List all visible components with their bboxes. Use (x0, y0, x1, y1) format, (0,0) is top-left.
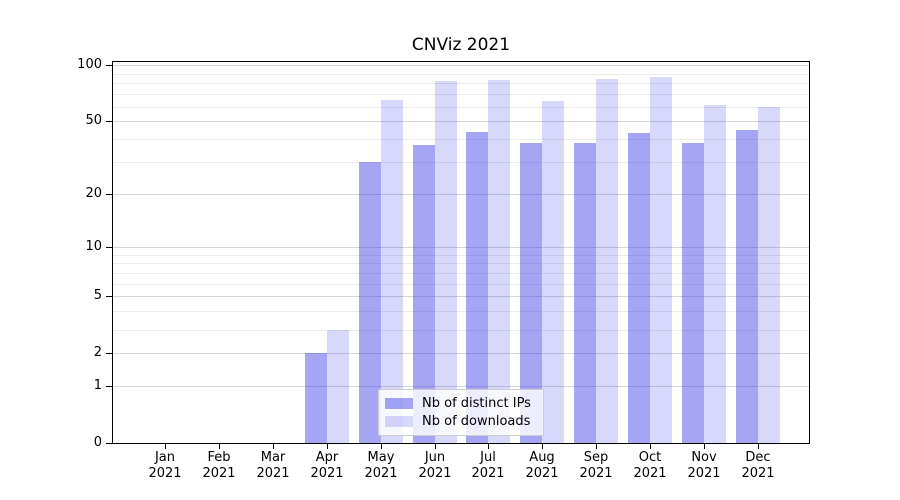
legend: Nb of distinct IPs Nb of downloads (378, 389, 544, 436)
gridline-major-5 (113, 296, 809, 297)
x-tick-feb-2021 (219, 444, 220, 449)
gridline-minor-40 (113, 139, 809, 140)
y-tick-label-1: 1 (93, 378, 102, 393)
x-tick-label-aug-2021: Aug 2021 (525, 450, 559, 481)
x-tick-label-jun-2021: Jun 2021 (418, 450, 452, 481)
x-tick-dec-2021 (758, 444, 759, 449)
y-tick-label-0: 0 (93, 435, 102, 450)
x-tick-jul-2021 (488, 444, 489, 449)
y-tick-5 (106, 296, 112, 297)
gridline-major-100 (113, 65, 809, 66)
gridline-major-1 (113, 386, 809, 387)
gridline-minor-70 (113, 94, 809, 95)
x-tick-oct-2021 (650, 444, 651, 449)
legend-item-distinct-ips: Nb of distinct IPs (385, 396, 537, 411)
bar-nb-of-downloads-nov-2021 (704, 105, 726, 443)
gridline-minor-30 (113, 162, 809, 163)
y-tick-50 (106, 121, 112, 122)
y-tick-0 (106, 443, 112, 444)
y-tick-label-5: 5 (93, 288, 102, 303)
y-tick-label-50: 50 (85, 113, 102, 128)
x-tick-label-feb-2021: Feb 2021 (202, 450, 236, 481)
x-tick-jun-2021 (435, 444, 436, 449)
bar-nb-of-downloads-dec-2021 (758, 107, 780, 443)
x-tick-label-jul-2021: Jul 2021 (471, 450, 505, 481)
y-tick-label-100: 100 (77, 57, 102, 72)
bar-nb-of-distinct-ips-aug-2021 (520, 143, 542, 443)
bar-nb-of-downloads-aug-2021 (542, 101, 564, 443)
y-tick-1 (106, 386, 112, 387)
bar-nb-of-downloads-may-2021 (381, 100, 403, 443)
gridline-minor-7 (113, 273, 809, 274)
y-tick-label-20: 20 (85, 186, 102, 201)
legend-label-downloads: Nb of downloads (422, 414, 531, 429)
bar-nb-of-distinct-ips-dec-2021 (736, 130, 758, 443)
bar-nb-of-distinct-ips-oct-2021 (628, 133, 650, 443)
bar-nb-of-distinct-ips-sep-2021 (574, 143, 596, 443)
gridline-major-50 (113, 121, 809, 122)
x-tick-label-apr-2021: Apr 2021 (310, 450, 344, 481)
x-tick-jan-2021 (165, 444, 166, 449)
x-tick-sep-2021 (596, 444, 597, 449)
gridline-minor-90 (113, 74, 809, 75)
y-tick-20 (106, 194, 112, 195)
gridline-major-10 (113, 247, 809, 248)
y-tick-2 (106, 353, 112, 354)
x-tick-may-2021 (381, 444, 382, 449)
legend-swatch-distinct-ips (385, 398, 413, 409)
legend-label-distinct-ips: Nb of distinct IPs (422, 396, 531, 411)
bar-nb-of-downloads-jun-2021 (435, 81, 457, 443)
gridline-minor-8 (113, 263, 809, 264)
x-tick-aug-2021 (542, 444, 543, 449)
x-tick-nov-2021 (704, 444, 705, 449)
x-tick-label-sep-2021: Sep 2021 (579, 450, 613, 481)
gridline-minor-9 (113, 255, 809, 256)
x-tick-apr-2021 (327, 444, 328, 449)
y-tick-label-2: 2 (93, 345, 102, 360)
x-tick-label-oct-2021: Oct 2021 (633, 450, 667, 481)
bar-nb-of-distinct-ips-jun-2021 (413, 145, 435, 443)
x-tick-label-may-2021: May 2021 (364, 450, 398, 481)
gridline-major-20 (113, 194, 809, 195)
bar-nb-of-distinct-ips-jul-2021 (466, 132, 488, 443)
gridline-minor-6 (113, 284, 809, 285)
gridline-minor-80 (113, 83, 809, 84)
bar-nb-of-downloads-jul-2021 (488, 80, 510, 443)
gridline-minor-60 (113, 107, 809, 108)
x-tick-mar-2021 (273, 444, 274, 449)
plot-area (112, 61, 810, 444)
x-tick-label-dec-2021: Dec 2021 (741, 450, 775, 481)
bar-nb-of-downloads-oct-2021 (650, 77, 672, 443)
x-tick-label-jan-2021: Jan 2021 (148, 450, 182, 481)
gridline-major-2 (113, 353, 809, 354)
y-tick-label-10: 10 (85, 239, 102, 254)
bar-nb-of-distinct-ips-may-2021 (359, 162, 381, 443)
bar-nb-of-downloads-apr-2021 (327, 330, 349, 443)
bar-nb-of-distinct-ips-nov-2021 (682, 143, 704, 443)
bar-nb-of-distinct-ips-apr-2021 (305, 353, 327, 443)
gridline-minor-4 (113, 311, 809, 312)
y-tick-100 (106, 65, 112, 66)
gridline-minor-3 (113, 330, 809, 331)
chart-title: CNViz 2021 (411, 35, 511, 55)
legend-item-downloads: Nb of downloads (385, 414, 537, 429)
bar-nb-of-downloads-sep-2021 (596, 79, 618, 443)
x-tick-label-nov-2021: Nov 2021 (687, 450, 721, 481)
legend-swatch-downloads (385, 416, 413, 427)
y-tick-10 (106, 247, 112, 248)
x-tick-label-mar-2021: Mar 2021 (256, 450, 290, 481)
